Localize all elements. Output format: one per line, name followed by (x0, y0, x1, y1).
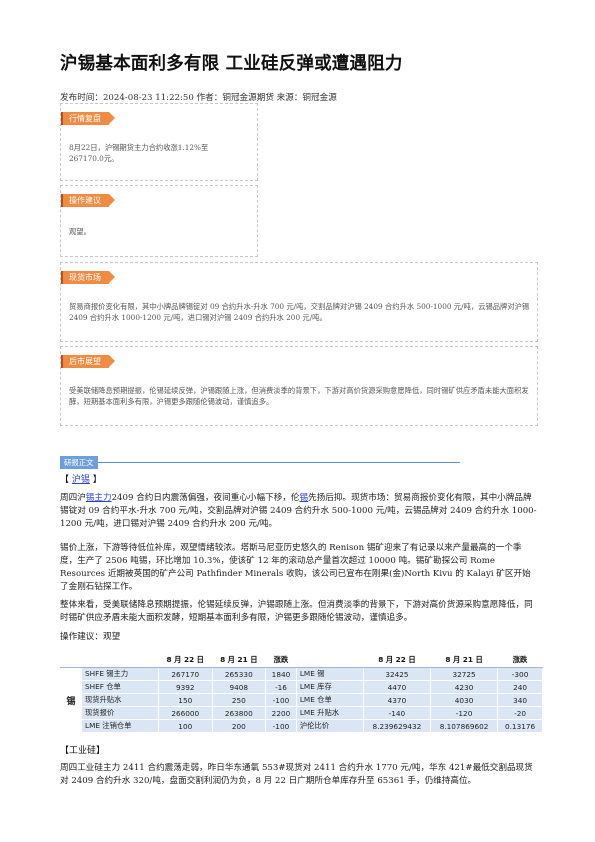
table-header-corner (60, 652, 82, 668)
spot-tag: 现货市场 (61, 271, 115, 284)
table-cell: 4230 (429, 680, 499, 694)
table-header-cell (295, 652, 364, 668)
publish-meta: 发布时间：2024-08-23 11:22:50 作者：铜冠金源期货 来源：铜冠… (60, 93, 337, 103)
table-cell: 4370 (362, 693, 432, 707)
table-row: LME 注销仓单 100 200 -100 沪伦比价 8.239629432 8… (61, 719, 543, 733)
table-cell: LME 锡 (295, 667, 364, 681)
table-cell: 263800 (211, 706, 267, 720)
table-cell: 1840 (265, 667, 297, 681)
lme-tin-link[interactable]: 锡 (299, 493, 309, 503)
report-body-header: 研报正文 (60, 450, 460, 469)
table-cell: 2200 (265, 706, 297, 720)
table-side-label: 锡 (60, 667, 82, 733)
outlook-text: 受美联储降息预期提振，伦锡延续反弹，沪锡跟随上涨，但消费淡季的背景下，下游对高价… (69, 386, 529, 406)
table-header-cell: 8 月 22 日 (362, 652, 432, 668)
tin-paragraph-3: 整体来看，受美联储降息预期提振，伦锡延续反弹，沪锡跟随上涨。但消费淡季的背景下，… (60, 600, 533, 623)
table-cell: 32425 (362, 667, 432, 681)
table-header-cell: 8 月 22 日 (158, 652, 213, 668)
table-cell: 现货升贴水 (81, 693, 159, 707)
report-body-label: 研报正文 (60, 456, 98, 469)
table-cell: 267170 (158, 667, 213, 681)
table-cell: -100 (265, 693, 297, 707)
table-row: SHEF 仓单 9392 9408 -16 LME 库存 4470 4230 2… (61, 680, 543, 694)
tin-market-table: 8 月 22 日 8 月 21 日 涨跌 8 月 22 日 8 月 21 日 涨… (60, 652, 543, 733)
table-cell: 150 (158, 693, 213, 707)
text-span: 2409 合约日内震荡偏强，夜间重心小幅下移，伦 (111, 493, 300, 503)
tin-paragraph-2: 锡价上涨，下游等待低位补库，观望情绪较浓。塔斯马尼亚历史悠久的 Renison … (60, 543, 531, 592)
table-cell: LME 库存 (295, 680, 364, 694)
table-header-row: 8 月 22 日 8 月 21 日 涨跌 8 月 22 日 8 月 21 日 涨… (60, 652, 543, 668)
table-cell: 100 (158, 719, 213, 733)
table-cell: 沪伦比价 (295, 719, 364, 733)
bracket-close: 】 (92, 475, 102, 485)
table-header-cell: 8 月 21 日 (211, 652, 267, 668)
advice-text: 观望。 (69, 227, 91, 236)
tin-link[interactable]: 沪锡 (71, 475, 90, 485)
table-cell: -140 (362, 706, 432, 720)
spot-text: 贸易商报价变化有限，其中小牌品牌锡锭对 09 合约升水-升水 700 元/吨，交… (69, 302, 530, 322)
table-header-cell: 涨跌 (265, 652, 297, 668)
tin-advice: 操作建议：观望 (60, 632, 121, 642)
table-cell: 340 (497, 693, 543, 707)
tin-heading: 【 沪锡 】 (60, 472, 102, 485)
advice-tag: 操作建议 (61, 194, 115, 207)
table-cell: -20 (497, 706, 543, 720)
silicon-paragraph-1: 周四工业硅主力 2411 合约震荡走弱，昨日华东通氧 553#现货对 2411 … (60, 763, 533, 786)
table-header-cell: 8 月 21 日 (429, 652, 499, 668)
table-cell: -16 (265, 680, 297, 694)
review-text: 8月22日，沪锡期货主力合约收涨1.12%至267170.0元。 (69, 143, 209, 163)
table-cell: 9408 (211, 680, 267, 694)
table-cell: -100 (265, 719, 297, 733)
text-span: 先扬后抑。现货市场：贸易商报价变化有限，其中小牌品牌锡锭对 09 合约平水-升水… (60, 493, 537, 529)
table-header-cell (81, 652, 159, 668)
page-title: 沪锡基本面利多有限 工业硅反弹或遭遇阻力 (60, 54, 403, 74)
table-cell: -120 (429, 706, 499, 720)
table-cell: 4470 (362, 680, 432, 694)
table-cell: 266000 (158, 706, 213, 720)
table-cell: 8.107869602 (429, 719, 499, 733)
table-header-cell: 涨跌 (497, 652, 543, 668)
table-cell: 9392 (158, 680, 213, 694)
table-row: 现货升贴水 150 250 -100 LME 仓单 4370 4030 340 (61, 693, 543, 707)
table-cell: SHEF 仓单 (81, 680, 159, 694)
table-cell: SHFE 锡主力 (81, 667, 159, 681)
table-cell: 240 (497, 680, 543, 694)
table-cell: 0.13176 (497, 719, 543, 733)
silicon-heading: 【工业硅】 (60, 746, 106, 756)
table-cell: -300 (497, 667, 543, 681)
table-cell: LME 仓单 (295, 693, 364, 707)
advice-box: 操作建议 观望。 (60, 185, 258, 257)
table-row: 现货报价 266000 263800 2200 LME 升贴水 -140 -12… (61, 706, 543, 720)
table-row: 锡 SHFE 锡主力 267170 265330 1840 LME 锡 3242… (60, 667, 543, 733)
review-tag: 行情复盘 (61, 112, 115, 125)
bracket-open: 【 (60, 475, 70, 485)
text-span: 周四沪 (60, 493, 86, 503)
outlook-tag: 后市展望 (61, 355, 115, 368)
table-cell: 265330 (211, 667, 267, 681)
table-cell: 现货报价 (81, 706, 159, 720)
outlook-box: 后市展望 受美联储降息预期提振，伦锡延续反弹，沪锡跟随上涨，但消费淡季的背景下，… (60, 346, 538, 426)
table-cell: LME 注销仓单 (81, 719, 159, 733)
table-cell: 8.239629432 (362, 719, 432, 733)
table-cell: 32725 (429, 667, 499, 681)
table-cell: 250 (211, 693, 267, 707)
table-cell: 200 (211, 719, 267, 733)
table-cell: 4030 (429, 693, 499, 707)
table-cell: LME 升贴水 (295, 706, 364, 720)
tin-paragraph-1: 周四沪锡主力2409 合约日内震荡偏强，夜间重心小幅下移，伦锡先扬后抑。现货市场… (60, 492, 538, 531)
spot-box: 现货市场 贸易商报价变化有限，其中小牌品牌锡锭对 09 合约升水-升水 700 … (60, 262, 538, 342)
review-box: 行情复盘 8月22日，沪锡期货主力合约收涨1.12%至267170.0元。 (60, 103, 258, 181)
tin-main-contract-link[interactable]: 锡主力 (85, 493, 112, 503)
